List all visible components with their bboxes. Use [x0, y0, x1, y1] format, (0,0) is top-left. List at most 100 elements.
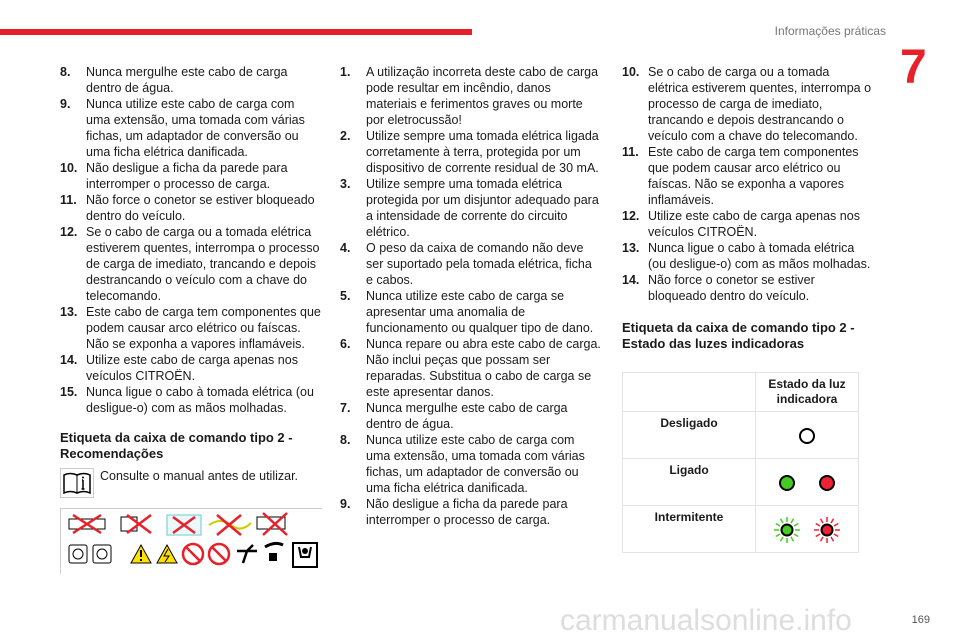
item-text: Não desligue a ficha da parede para inte…: [366, 497, 568, 527]
column-1: 8. Nunca mergulhe este cabo de carga dent…: [60, 64, 322, 574]
no-water-icon: [166, 514, 202, 536]
watermark: carmanualsonline.info: [560, 604, 852, 637]
list-item: 8. Nunca utilize este cabo de carga com u…: [340, 432, 602, 496]
item-text: Não force o conetor se estiver bloqueado…: [648, 273, 815, 303]
list-item: 8. Nunca mergulhe este cabo de carga dent…: [60, 64, 322, 96]
item-number: 9.: [340, 497, 351, 511]
item-number: 3.: [340, 177, 351, 191]
no-wet-hands-icon: [264, 541, 284, 561]
list-item: 11. Este cabo de carga tem componentes qu…: [622, 144, 872, 208]
note-text: Consulte o manual antes de utilizar.: [100, 469, 299, 483]
item-number: 9.: [60, 97, 71, 111]
list: 8. Nunca mergulhe este cabo de carga dent…: [60, 64, 322, 416]
item-text: O peso da caixa de comando não deve ser …: [366, 241, 592, 287]
list-item: 15. Nunca ligue o cabo à tomada elétrica …: [60, 384, 322, 416]
list-item: 14. Não force o conetor se estiver bloque…: [622, 272, 872, 304]
column-header: Estado da luz indicadora: [755, 372, 859, 412]
item-number: 14.: [60, 353, 78, 367]
list-item: 4. O peso da caixa de comando não deve se…: [340, 240, 602, 288]
list-item: 12. Se o cabo de carga ou a tomada elétri…: [60, 224, 322, 304]
item-number: 13.: [60, 305, 78, 319]
item-number: 8.: [60, 65, 71, 79]
list-item: 13. Este cabo de carga tem componentes qu…: [60, 304, 322, 352]
no-adapter-icon: [120, 514, 152, 534]
column-3: 10. Se o cabo de carga ou a tomada elétri…: [622, 64, 872, 553]
table-row: Ligado: [622, 458, 859, 506]
item-number: 11.: [622, 145, 639, 159]
empty-cell: [622, 372, 756, 412]
item-number: 11.: [60, 193, 77, 207]
list: 1. A utilização incorreta deste cabo de c…: [340, 64, 602, 528]
handle-with-care-icon: [292, 542, 318, 568]
light-cell: [755, 458, 859, 506]
item-number: 4.: [340, 241, 351, 255]
item-text: Utilize sempre uma tomada elétrica ligad…: [366, 129, 599, 175]
list-item: 12. Utilize este cabo de carga apenas nos…: [622, 208, 872, 240]
list-item: 3. Utilize sempre uma tomada elétrica pro…: [340, 176, 602, 240]
section-heading: Etiqueta da caixa de comando tipo 2 - Re…: [60, 430, 293, 461]
light-cell: [755, 505, 859, 553]
list-item: 5. Nunca utilize este cabo de carga se ap…: [340, 288, 602, 336]
item-number: 5.: [340, 289, 351, 303]
item-text: Nunca mergulhe este cabo de carga dentro…: [86, 65, 288, 95]
item-number: 10.: [60, 161, 78, 175]
green-blink-light-icon: [774, 517, 800, 543]
item-text: Este cabo de carga tem componentes que p…: [648, 145, 859, 207]
list-item: 7. Nunca mergulhe este cabo de carga dent…: [340, 400, 602, 432]
no-multi-socket-icon: [256, 512, 288, 536]
green-light-icon: [779, 475, 795, 491]
item-number: 10.: [622, 65, 640, 79]
manual-info-icon: [60, 468, 94, 498]
list-item: 10. Se o cabo de carga ou a tomada elétri…: [622, 64, 872, 144]
header-accent-bar: [0, 29, 472, 35]
list-item: 9. Não desligue a ficha da parede para in…: [340, 496, 602, 528]
list-item: 9. Nunca utilize este cabo de carga com u…: [60, 96, 322, 160]
list-item: 11. Não force o conetor se estiver bloque…: [60, 192, 322, 224]
item-text: Nunca utilize este cabo de carga se apre…: [366, 289, 594, 335]
warning-icon: [130, 543, 152, 564]
item-text: Nunca mergulhe este cabo de carga dentro…: [366, 401, 568, 431]
item-number: 6.: [340, 337, 351, 351]
electric-hazard-icon: [156, 543, 178, 564]
list-item: 2. Utilize sempre uma tomada elétrica lig…: [340, 128, 602, 176]
item-text: Nunca repare ou abra este cabo de carga.…: [366, 337, 601, 399]
item-text: Utilize este cabo de carga apenas nos ve…: [648, 209, 860, 239]
rcd-socket-icon: [92, 544, 112, 564]
red-blink-light-icon: [814, 517, 840, 543]
item-number: 12.: [60, 225, 78, 239]
item-text: Nunca utilize este cabo de carga com uma…: [366, 433, 585, 495]
no-fire-icon: [181, 542, 205, 566]
item-text: Este cabo de carga tem componentes que p…: [86, 305, 321, 351]
item-text: Utilize este cabo de carga apenas nos ve…: [86, 353, 298, 383]
item-number: 7.: [340, 401, 351, 415]
list-item: 14. Utilize este cabo de carga apenas nos…: [60, 352, 322, 384]
list-item: 6. Nunca repare ou abra este cabo de carg…: [340, 336, 602, 400]
item-number: 14.: [622, 273, 640, 287]
item-number: 15.: [60, 385, 78, 399]
item-text: Não desligue a ficha da parede para inte…: [86, 161, 288, 191]
column-2: 1. A utilização incorreta deste cabo de c…: [340, 64, 602, 528]
item-number: 13.: [622, 241, 640, 255]
table-row: Intermitente: [622, 505, 859, 553]
item-text: Nunca utilize este cabo de carga com uma…: [86, 97, 305, 159]
page-number: 169: [911, 614, 930, 626]
off-light-icon: [799, 428, 815, 444]
no-damaged-cable-icon: [208, 514, 252, 536]
item-number: 1.: [340, 65, 351, 79]
item-text: Nunca ligue o cabo à tomada elétrica (ou…: [648, 241, 871, 271]
state-label: Ligado: [622, 458, 756, 506]
item-text: A utilização incorreta deste cabo de car…: [366, 65, 599, 127]
light-cell: [755, 411, 859, 459]
list: 10. Se o cabo de carga ou a tomada elétri…: [622, 64, 872, 304]
list-item: 1. A utilização incorreta deste cabo de c…: [340, 64, 602, 128]
manual-note: Consulte o manual antes de utilizar.: [60, 468, 322, 498]
state-label: Intermitente: [622, 505, 756, 553]
grounded-socket-icon: [68, 544, 88, 564]
item-text: Utilize sempre uma tomada elétrica prote…: [366, 177, 599, 239]
list-item: 10. Não desligue a ficha da parede para i…: [60, 160, 322, 192]
item-text: Nunca ligue o cabo à tomada elétrica (ou…: [86, 385, 314, 415]
item-text: Não force o conetor se estiver bloqueado…: [86, 193, 315, 223]
section-heading: Etiqueta da caixa de comando tipo 2 - Es…: [622, 320, 855, 351]
section-title: Informações práticas: [774, 24, 886, 38]
no-tools-icon: [207, 542, 231, 566]
